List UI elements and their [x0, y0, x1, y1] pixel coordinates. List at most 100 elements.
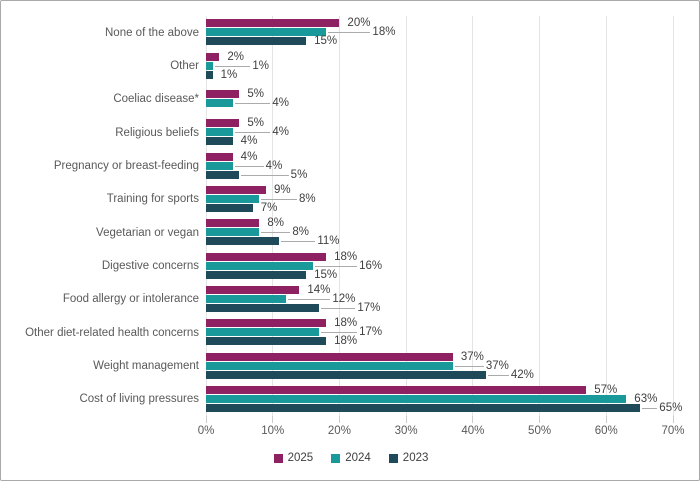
bar-value-label: 18%	[334, 250, 358, 263]
x-tick-label: 60%	[594, 425, 618, 437]
category-label: Weight management	[93, 359, 199, 372]
category-label: Training for sports	[106, 193, 199, 206]
bar-2023	[206, 270, 307, 279]
bar-row: 37%	[206, 359, 673, 372]
legend-label: 2025	[287, 452, 314, 464]
bar-2023	[206, 370, 487, 379]
bar-row: 18%	[206, 26, 673, 39]
legend-label: 2024	[345, 452, 371, 464]
bar-value-label: 2%	[227, 50, 244, 63]
bar-row: 8%	[206, 217, 673, 229]
bar-value-label: 37%	[485, 359, 509, 372]
legend: 2025 2024 2023	[1, 450, 699, 466]
legend-item-2023: 2023	[388, 452, 429, 464]
x-tick-label: 40%	[461, 425, 485, 437]
legend-swatch-2025	[273, 453, 283, 463]
bar-row: 42%	[206, 369, 673, 381]
leader-line	[234, 132, 271, 134]
bar-2024	[206, 28, 327, 37]
bar-row: 57%	[206, 383, 673, 396]
bar-value-label: 15%	[314, 35, 338, 48]
bar-row: 63%	[206, 392, 673, 405]
bar-2024	[206, 361, 453, 370]
bar-2023	[206, 203, 253, 212]
bar-value-label: 65%	[659, 401, 683, 414]
legend-item-2025: 2025	[273, 452, 314, 464]
x-tick-label: 20%	[327, 425, 351, 437]
bar-row: 18%	[206, 250, 673, 263]
gridline	[205, 16, 207, 416]
bar-2025	[206, 252, 327, 261]
bar-value-label: 9%	[274, 183, 291, 196]
bar-2024	[206, 328, 320, 337]
bar-row: 18%	[206, 317, 673, 329]
legend-item-2024: 2024	[331, 452, 371, 464]
bar-row: 37%	[206, 351, 673, 363]
axis-tick	[205, 416, 207, 423]
bar-value-label: 4%	[272, 126, 289, 139]
bar-2023	[206, 303, 320, 312]
bar-row: 15%	[206, 268, 673, 281]
bar-row: 8%	[206, 193, 673, 205]
bar-2025	[206, 152, 233, 161]
bar-row: 18%	[206, 335, 673, 348]
bar-2024	[206, 61, 213, 70]
bar-value-label: 63%	[634, 392, 658, 405]
bar-value-label: 17%	[357, 301, 381, 314]
gridline	[272, 16, 274, 416]
x-tick-label: 70%	[661, 425, 685, 437]
leader-line	[261, 198, 298, 200]
category-label: Cost of living pressures	[79, 393, 199, 406]
bar-row: 20%	[206, 17, 673, 30]
bar-2025	[206, 185, 267, 194]
category-label: Food allergy or intolerance	[62, 293, 199, 306]
bar-2024	[206, 128, 233, 137]
bar-2024	[206, 394, 627, 403]
category-label: Religious beliefs	[115, 126, 199, 139]
bar-row: 1%	[206, 69, 673, 81]
bar-value-label: 15%	[314, 268, 338, 281]
bar-row: 4%	[206, 159, 673, 172]
leader-line	[288, 298, 331, 300]
leader-line	[214, 65, 251, 67]
bar-value-label: 4%	[265, 159, 283, 172]
leader-line	[234, 165, 264, 167]
category-label: Pregnancy or breast-feeding	[53, 159, 199, 172]
bar-row: 4%	[206, 97, 673, 109]
bar-2024	[206, 161, 233, 170]
axis-tick	[272, 416, 274, 423]
gridline	[338, 16, 340, 416]
category-axis: None of the above Other Coeliac disease* Re…	[7, 16, 199, 416]
gridline	[605, 16, 607, 416]
plot-area: 20% 18% 15% 2% 1% 1% 5% 4% 5% 4% 4% 4% 4% 5% 9% 8% 7% 8% 8…	[205, 16, 682, 423]
leader-line	[321, 307, 356, 309]
gridline	[472, 16, 474, 416]
category-label: None of the above	[105, 26, 199, 39]
axis-tick	[338, 416, 340, 423]
bar-row: 4%	[206, 126, 673, 139]
x-tick-label: 50%	[528, 425, 552, 437]
bar-value-label: 20%	[347, 17, 371, 30]
bar-row: 7%	[206, 201, 673, 214]
bar-value-label: 5%	[290, 168, 308, 181]
bar-row: 17%	[206, 326, 673, 338]
gridline	[405, 16, 407, 416]
bar-row: 2%	[206, 50, 673, 63]
bar-value-label: 18%	[372, 26, 396, 39]
bar-value-label: 57%	[594, 383, 618, 396]
bar-2025	[206, 52, 220, 61]
bar-value-label: 16%	[359, 259, 383, 272]
bar-2023	[206, 170, 240, 179]
leader-line	[314, 265, 358, 267]
x-tick-label: 10%	[261, 425, 285, 437]
category-label: Other	[170, 59, 199, 72]
bar-2025	[206, 352, 453, 361]
legend-label: 2023	[402, 452, 429, 464]
axis-tick	[672, 416, 674, 423]
bar-value-label: 18%	[334, 335, 358, 348]
bar-row: 5%	[206, 88, 673, 100]
bar-value-label: 7%	[260, 201, 278, 214]
category-label: Other diet-related health concerns	[25, 326, 199, 339]
bar-2023	[206, 137, 233, 146]
bar-row: 12%	[206, 293, 673, 305]
